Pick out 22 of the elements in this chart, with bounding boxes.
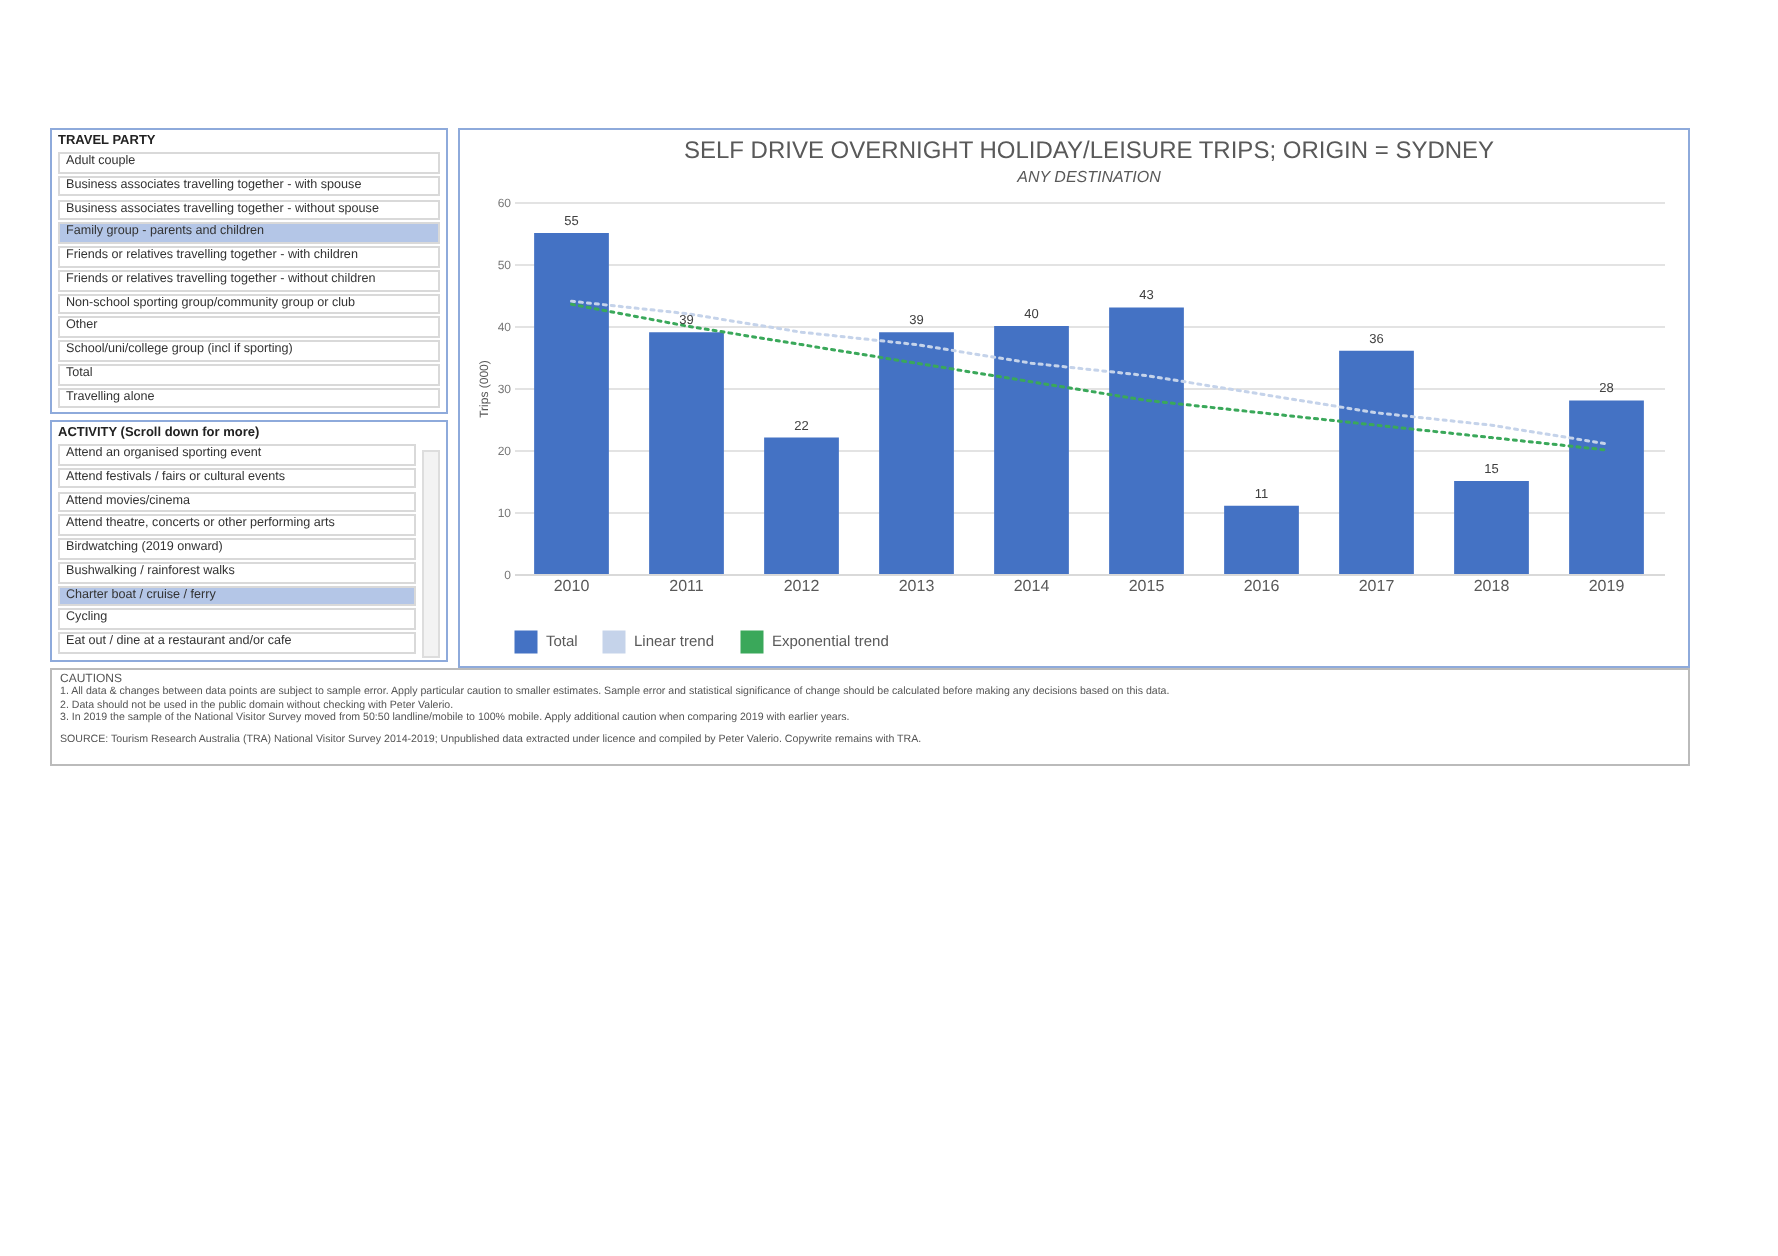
x-tick-label: 2014 — [1013, 577, 1051, 595]
bar — [649, 332, 724, 574]
x-tick-label: 2017 — [1358, 577, 1396, 595]
x-tick-label: 2010 — [553, 577, 591, 595]
bar — [1339, 350, 1414, 574]
bar — [534, 233, 609, 574]
bar — [879, 332, 954, 574]
chart-subtitle: ANY DESTINATION — [1015, 168, 1162, 186]
chart-title: SELF DRIVE OVERNIGHT HOLIDAY/LEISURE TRIPS; ORIGIN = SYDNEY — [683, 136, 1495, 164]
x-tick-label: 2013 — [898, 577, 936, 595]
bar — [1109, 307, 1184, 574]
x-tick-label: 2012 — [783, 577, 821, 595]
x-tick-label: 2018 — [1473, 577, 1511, 595]
bar — [764, 437, 839, 574]
bar — [1224, 505, 1299, 574]
bar — [1454, 481, 1529, 574]
bar — [994, 326, 1069, 574]
x-tick-label: 2016 — [1243, 577, 1281, 595]
bar — [1569, 400, 1644, 574]
x-tick-label: 2019 — [1588, 577, 1626, 595]
x-tick-label: 2015 — [1128, 577, 1166, 595]
x-tick-label: 2011 — [669, 577, 705, 595]
